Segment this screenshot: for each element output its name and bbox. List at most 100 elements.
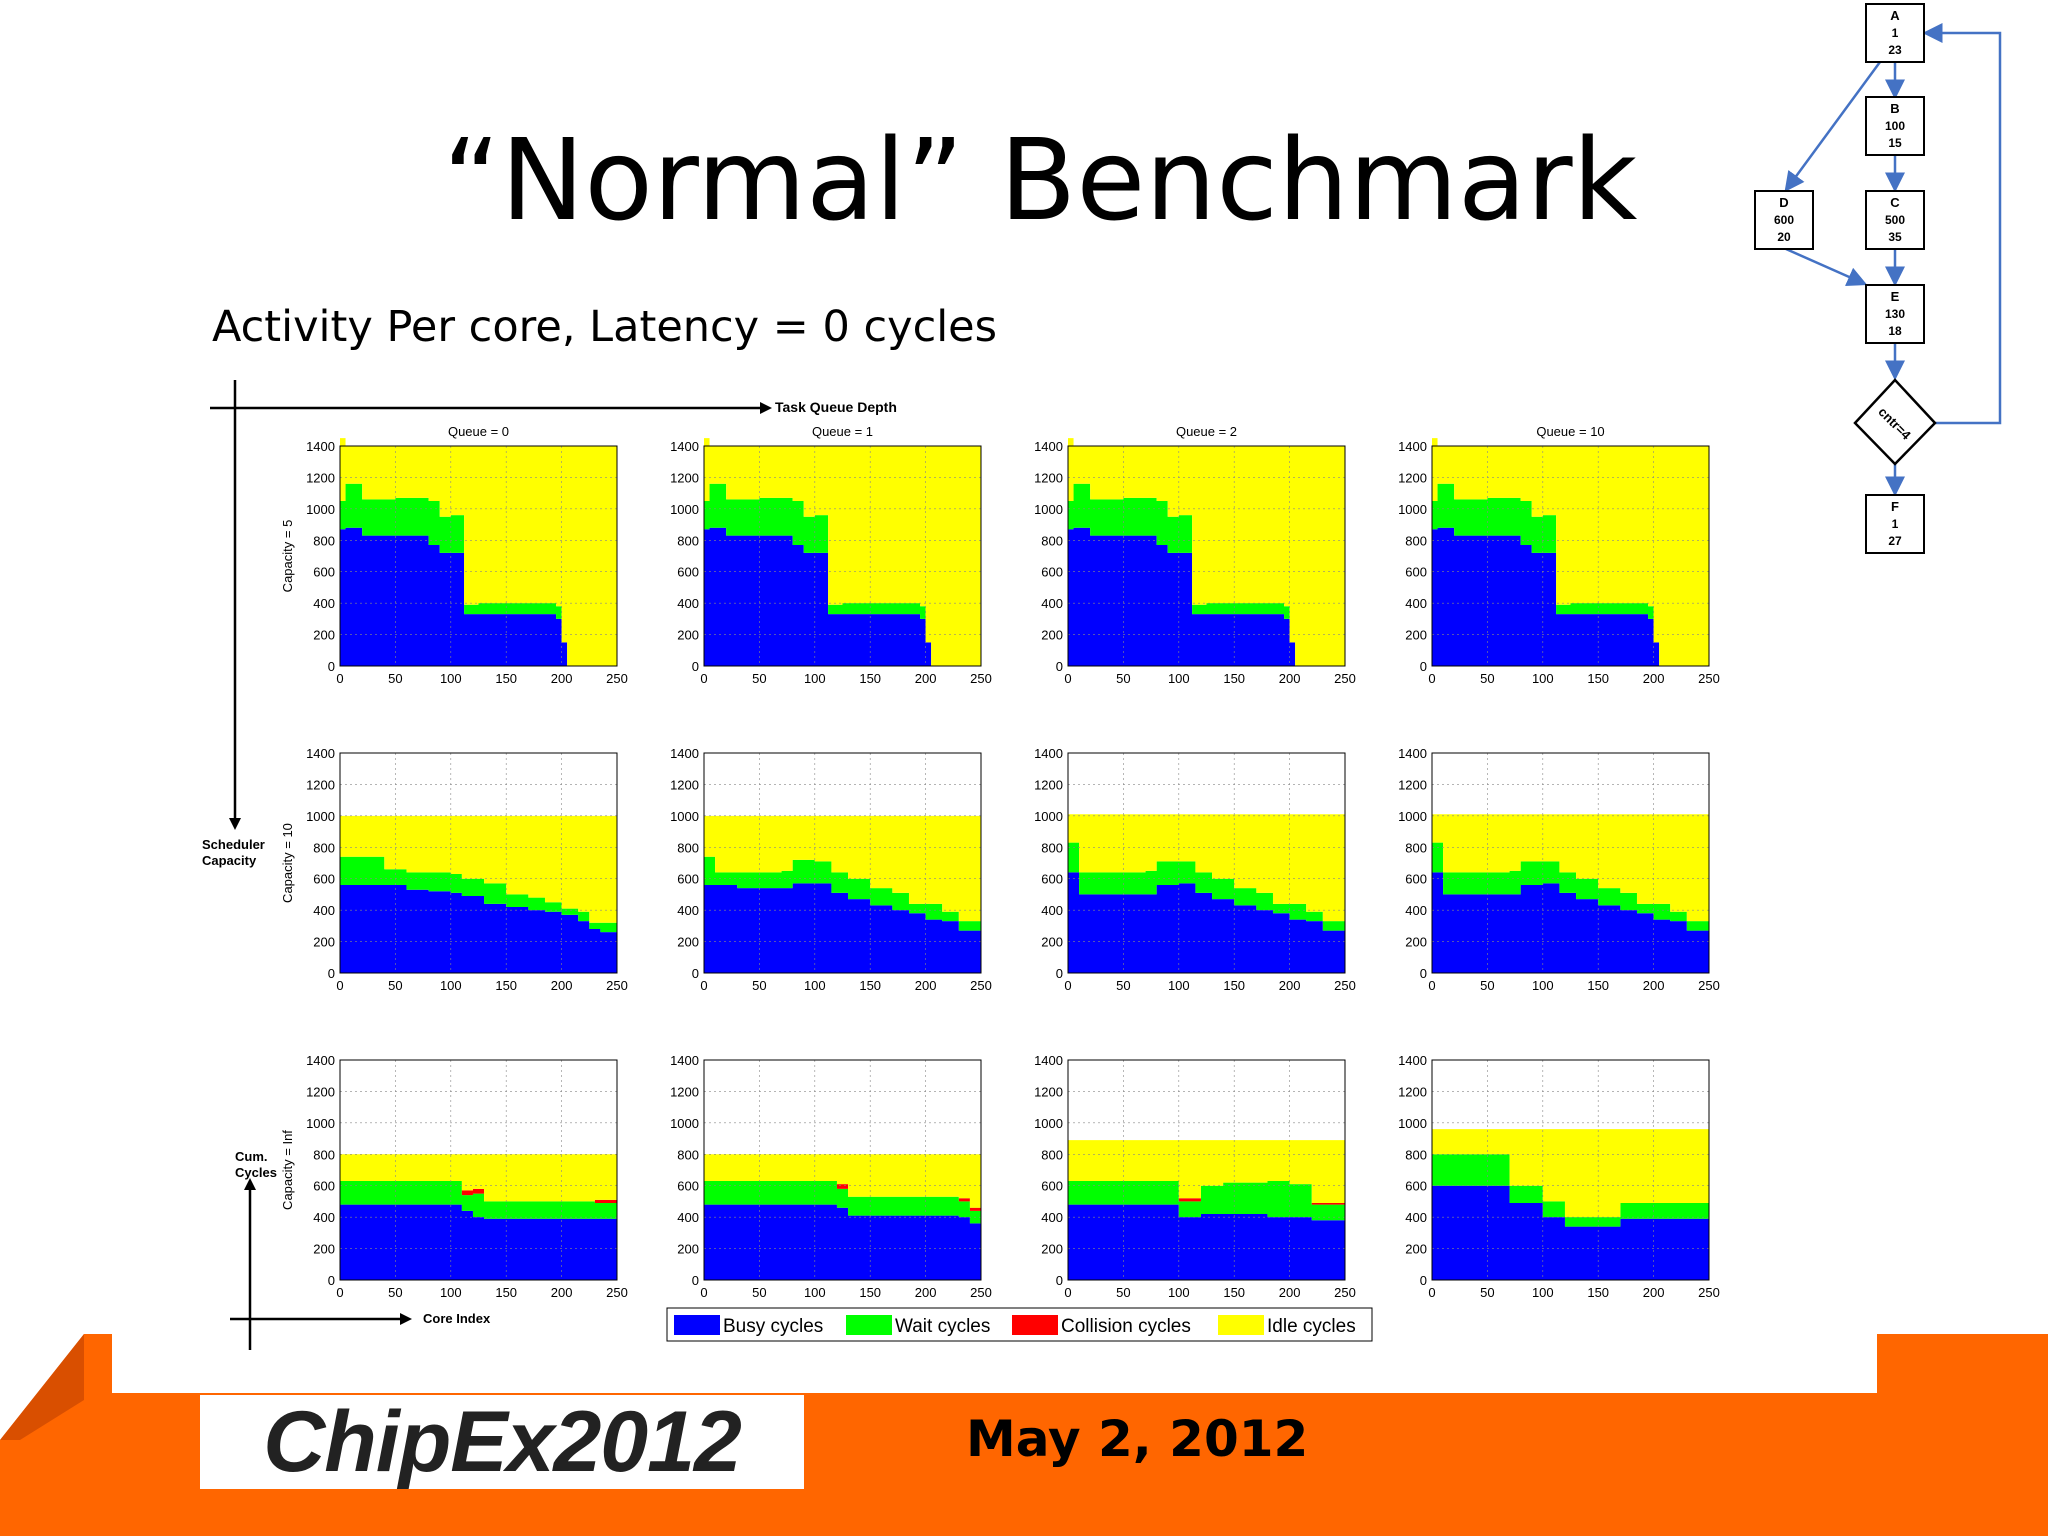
x-tick-label-3: 150 — [859, 1285, 881, 1300]
x-tick-label-5: 250 — [970, 978, 992, 993]
x-tick-label-1: 50 — [388, 671, 402, 686]
x-tick-label-0: 0 — [700, 1285, 707, 1300]
chart-legend: Busy cycles Wait cycles Collision cycles… — [666, 1307, 1373, 1342]
y-tick-label-1: 200 — [1041, 1242, 1063, 1257]
x-tick-label-2: 100 — [1532, 978, 1554, 993]
cum-cycles-label-line1: Cum. — [235, 1149, 268, 1164]
x-tick-label-0: 0 — [1064, 978, 1071, 993]
flow-decision-node: cntr=4 — [1853, 378, 1937, 466]
x-tick-label-0: 0 — [1428, 671, 1435, 686]
y-tick-label-3: 600 — [313, 565, 335, 580]
plot-frame — [1067, 445, 1346, 667]
y-tick-label-2: 400 — [677, 596, 699, 611]
plot-frame — [703, 1059, 982, 1281]
x-tick-label-3: 150 — [1223, 671, 1245, 686]
y-tick-label-6: 1200 — [1034, 1084, 1063, 1099]
y-tick-label-3: 600 — [1041, 1179, 1063, 1194]
node-a-value2: 23 — [1888, 43, 1902, 57]
x-tick-label-1: 50 — [1116, 671, 1130, 686]
x-tick-label-1: 50 — [1480, 1285, 1494, 1300]
slide-subtitle: Activity Per core, Latency = 0 cycles — [212, 302, 998, 352]
x-tick-label-5: 250 — [1698, 1285, 1720, 1300]
y-tick-label-0: 0 — [1056, 659, 1063, 674]
series-area-3 — [340, 1181, 617, 1203]
x-tick-label-1: 50 — [388, 978, 402, 993]
y-tick-label-4: 800 — [677, 533, 699, 548]
y-tick-label-7: 1400 — [1034, 746, 1063, 761]
y-tick-label-1: 200 — [1405, 935, 1427, 950]
y-tick-label-7: 1400 — [306, 1053, 335, 1068]
x-tick-label-1: 50 — [752, 978, 766, 993]
x-tick-label-2: 100 — [1168, 978, 1190, 993]
plot-frame — [1431, 752, 1710, 974]
scheduler-capacity-axis-arrowhead — [229, 818, 241, 830]
x-tick-label-5: 250 — [1334, 978, 1356, 993]
node-e-value2: 18 — [1888, 324, 1902, 338]
core-index-axis-label: Core Index — [423, 1311, 491, 1326]
series-area-4 — [704, 438, 981, 666]
y-tick-label-7: 1400 — [306, 746, 335, 761]
y-tick-label-4: 800 — [1041, 1147, 1063, 1162]
chart-panel-9: 0 50 100 150 200 250 0 200 400 600 800 1000 1200 1400… — [280, 1053, 628, 1300]
y-tick-label-3: 600 — [313, 872, 335, 887]
node-f-value1: 1 — [1892, 517, 1899, 531]
y-tick-label-0: 0 — [692, 1273, 699, 1288]
flow-node-a: A 1 23 — [1865, 3, 1925, 63]
series-area-1 — [340, 1204, 617, 1280]
plot-frame — [339, 1059, 618, 1281]
x-tick-label-5: 250 — [606, 1285, 628, 1300]
x-tick-label-0: 0 — [336, 1285, 343, 1300]
y-tick-label-6: 1200 — [306, 470, 335, 485]
y-tick-label-7: 1400 — [1398, 439, 1427, 454]
x-tick-label-2: 100 — [440, 671, 462, 686]
y-tick-label-4: 800 — [1405, 1147, 1427, 1162]
series-area-2 — [1432, 483, 1709, 666]
y-tick-label-2: 400 — [313, 596, 335, 611]
x-tick-label-3: 150 — [1587, 671, 1609, 686]
x-tick-label-3: 150 — [1223, 978, 1245, 993]
y-tick-label-4: 800 — [313, 840, 335, 855]
y-tick-label-3: 600 — [1041, 565, 1063, 580]
x-tick-label-1: 50 — [1480, 671, 1494, 686]
x-tick-label-0: 0 — [336, 671, 343, 686]
series-area-1 — [340, 885, 617, 973]
x-tick-label-4: 200 — [915, 671, 937, 686]
series-area-4 — [1068, 1140, 1345, 1203]
plot-frame — [703, 752, 982, 974]
x-tick-label-5: 250 — [1698, 671, 1720, 686]
y-tick-label-4: 800 — [1405, 533, 1427, 548]
y-tick-label-2: 400 — [1041, 1210, 1063, 1225]
x-tick-label-4: 200 — [551, 1285, 573, 1300]
y-tick-label-3: 600 — [1405, 1179, 1427, 1194]
y-tick-label-5: 1000 — [1034, 502, 1063, 517]
y-tick-label-4: 800 — [1041, 840, 1063, 855]
y-tick-label-1: 200 — [313, 935, 335, 950]
y-tick-label-6: 1200 — [306, 777, 335, 792]
chart-ylabel: Capacity = 10 — [280, 823, 295, 903]
y-tick-label-2: 400 — [1405, 1210, 1427, 1225]
grid-axis-arrows: Task Queue Depth Scheduler Capacity Cum.… — [202, 380, 897, 1350]
flow-edges — [1784, 23, 2002, 497]
y-tick-label-7: 1400 — [1034, 439, 1063, 454]
y-tick-label-6: 1200 — [670, 470, 699, 485]
y-tick-label-6: 1200 — [1398, 470, 1427, 485]
x-tick-label-0: 0 — [700, 978, 707, 993]
x-tick-label-3: 150 — [859, 671, 881, 686]
series-area-1 — [704, 1204, 981, 1280]
chart-panel-3: 0 50 100 150 200 250 0 200 400 600 800 1000 1200 1400… — [1034, 424, 1356, 686]
series-area-2 — [1432, 1154, 1709, 1227]
y-tick-label-6: 1200 — [1398, 1084, 1427, 1099]
series-area-2 — [1068, 1181, 1345, 1221]
y-tick-label-7: 1400 — [670, 439, 699, 454]
y-tick-label-6: 1200 — [670, 1084, 699, 1099]
y-tick-label-1: 200 — [677, 935, 699, 950]
x-tick-label-5: 250 — [1334, 1285, 1356, 1300]
x-tick-label-0: 0 — [1428, 1285, 1435, 1300]
x-tick-label-2: 100 — [1532, 671, 1554, 686]
y-tick-label-7: 1400 — [670, 1053, 699, 1068]
y-tick-label-4: 800 — [313, 533, 335, 548]
x-tick-label-2: 100 — [804, 1285, 826, 1300]
chart-title: Queue = 2 — [1176, 424, 1237, 439]
x-tick-label-1: 50 — [388, 1285, 402, 1300]
